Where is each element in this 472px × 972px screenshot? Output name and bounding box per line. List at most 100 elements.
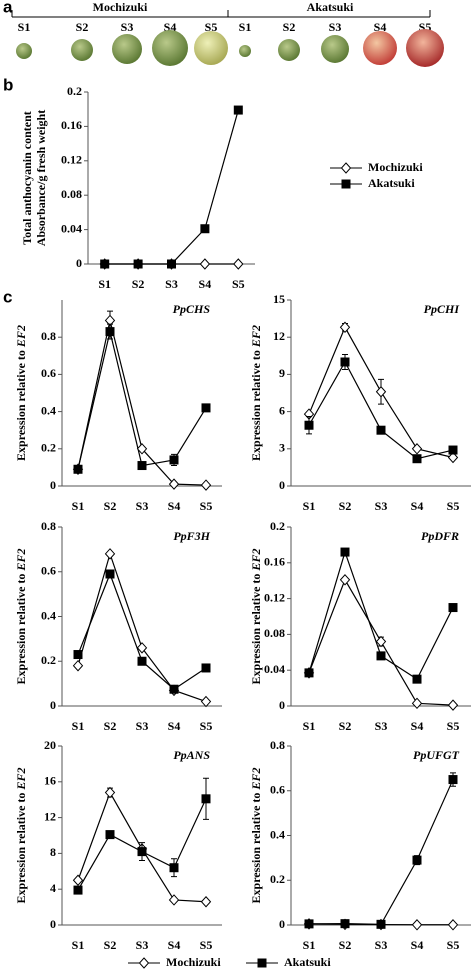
marker <box>168 894 180 906</box>
y-axis-label-text: Expression relative to <box>14 574 28 685</box>
stage-label: S4 <box>164 20 177 34</box>
chart: 0 0.04 0.08 0.12 0.16 0.2 S1 S2 S3 S4 S5 PpDFR Expre… <box>249 519 471 733</box>
y-tick-label: 15 <box>273 292 285 306</box>
y-tick-label: 0.6 <box>41 564 56 578</box>
marker <box>105 830 115 840</box>
y-axis-label: Total anthocyanin content <box>20 111 34 245</box>
marker <box>412 454 422 464</box>
y-tick-label: 0.16 <box>61 118 82 132</box>
y-tick-label: 0.4 <box>270 827 285 841</box>
y-axis-label: Expression relative to EF2 <box>14 768 28 904</box>
y-tick-label: 0.16 <box>264 555 285 569</box>
marker <box>73 464 83 474</box>
marker <box>105 327 115 337</box>
y-tick-label: 0.12 <box>264 590 285 604</box>
x-tick-label: S1 <box>303 499 316 513</box>
x-tick-label: S4 <box>168 499 181 513</box>
panel-label: a <box>3 0 13 16</box>
y-tick-label: 0.2 <box>270 872 285 886</box>
marker <box>339 574 351 586</box>
y-axis-label: Expression relative to EF2 <box>249 549 263 685</box>
fruit-photo <box>239 45 251 57</box>
y-tick-label: 16 <box>44 774 56 788</box>
chart: 0 3 6 9 12 15 S1 S2 S3 S4 S5 PpCHI Expression relati… <box>249 292 471 513</box>
fruit-photo <box>278 39 300 61</box>
y-tick-label: 0 <box>279 698 285 712</box>
group-label: Mochizuki <box>93 0 148 14</box>
y-tick-label: 0.04 <box>61 221 82 235</box>
y-tick-label: 0.2 <box>41 653 56 667</box>
x-tick-label: S2 <box>104 938 117 952</box>
photo-strip: Mochizuki Akatsuki S1 S2 S3 S4 S5 S1 S2 … <box>11 0 444 67</box>
y-tick-label: 0.2 <box>41 441 56 455</box>
marker <box>200 224 210 234</box>
legend-marker <box>257 958 267 968</box>
y-axis-label-italic: EF2 <box>14 549 28 572</box>
y-tick-label: 3 <box>279 441 285 455</box>
y-tick-label: 0.08 <box>61 187 82 201</box>
marker <box>104 548 116 560</box>
x-tick-label: S3 <box>375 499 388 513</box>
y-tick-label: 0.12 <box>61 153 82 167</box>
series-line <box>77 551 207 703</box>
y-tick-label: 0.4 <box>41 608 56 622</box>
marker <box>448 603 458 613</box>
y-axis-label-italic: EF2 <box>249 325 263 348</box>
marker <box>304 919 314 929</box>
marker <box>168 478 180 490</box>
marker <box>201 403 211 413</box>
x-tick-label: S4 <box>168 938 181 952</box>
marker <box>133 259 143 269</box>
y-tick-label: 0.2 <box>67 84 82 98</box>
marker <box>340 357 350 367</box>
y-axis-label-italic: EF2 <box>249 768 263 791</box>
y-tick-label: 0.8 <box>41 329 56 343</box>
marker <box>201 794 211 804</box>
chart: 0 0.04 0.08 0.12 0.16 0.2 S1 S2 S3 S4 S5 Total anth… <box>20 84 424 291</box>
chart: 0 0.2 0.4 0.6 0.8 S1 S2 S3 S4 S5 PpF3H Expression r… <box>14 519 222 733</box>
chart: 0 4 8 12 16 20 S1 S2 S3 S4 S5 PpANS Expression relat… <box>14 738 222 952</box>
y-tick-label: 12 <box>44 809 56 823</box>
group-label: Akatsuki <box>307 0 354 14</box>
x-tick-label: S5 <box>200 499 213 513</box>
marker <box>304 668 314 678</box>
marker <box>137 461 147 471</box>
x-tick-label: S3 <box>165 277 178 291</box>
y-tick-label: 20 <box>44 738 56 752</box>
marker <box>448 445 458 455</box>
y-axis-label: Expression relative to EF2 <box>14 325 28 461</box>
stage-label: S2 <box>283 20 296 34</box>
x-tick-label: S4 <box>168 719 181 733</box>
x-tick-label: S3 <box>136 938 149 952</box>
x-tick-label: S2 <box>104 719 117 733</box>
marker <box>411 443 423 455</box>
y-tick-label: 0 <box>279 478 285 492</box>
y-tick-label: 0.6 <box>270 783 285 797</box>
marker <box>169 684 179 694</box>
fruit-photo <box>321 35 349 63</box>
chart-title: PpUFGT <box>413 748 460 762</box>
legend-label: Akatsuki <box>284 955 331 969</box>
y-tick-label: 0.8 <box>41 519 56 533</box>
chart-title: PpCHS <box>173 302 211 316</box>
fruit-photo <box>406 29 444 67</box>
y-axis-label-text: Expression relative to <box>14 793 28 904</box>
series-line <box>77 572 207 690</box>
stage-label: S3 <box>329 20 342 34</box>
legend-marker <box>340 162 352 174</box>
marker <box>412 855 422 865</box>
legend-label: Mochizuki <box>368 160 423 174</box>
x-tick-label: S3 <box>375 938 388 952</box>
marker <box>340 547 350 557</box>
chart-title: PpDFR <box>421 529 459 543</box>
marker <box>233 258 244 270</box>
y-tick-label: 4 <box>50 881 56 895</box>
marker <box>167 259 176 269</box>
x-tick-label: S2 <box>132 277 145 291</box>
marker <box>73 650 83 660</box>
series-line <box>104 109 239 265</box>
legend-marker <box>341 179 351 189</box>
marker <box>136 443 148 455</box>
panel-label: b <box>3 75 13 94</box>
